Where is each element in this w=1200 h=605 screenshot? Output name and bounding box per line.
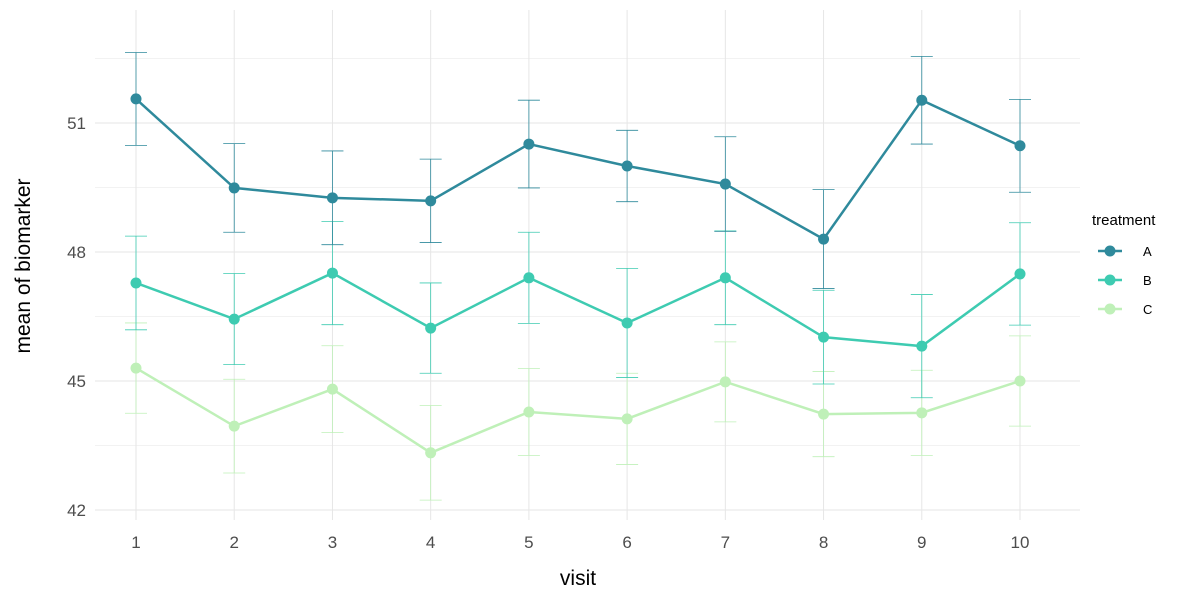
data-point	[916, 340, 928, 352]
legend-label: A	[1143, 244, 1152, 259]
x-axis-ticks: 1 2 3 4 5 6 7 8 9 10	[131, 533, 1029, 552]
data-point	[818, 408, 830, 420]
data-point	[326, 383, 338, 395]
x-tick-label: 5	[524, 533, 533, 552]
legend-title: treatment	[1092, 212, 1156, 229]
data-point	[818, 233, 830, 245]
y-tick-label: 48	[67, 243, 86, 262]
legend-key-point	[1104, 245, 1116, 257]
x-tick-label: 9	[917, 533, 926, 552]
x-tick-label: 8	[819, 533, 828, 552]
data-point	[916, 94, 928, 106]
x-tick-label: 10	[1011, 533, 1030, 552]
series-line	[135, 367, 1021, 455]
series-B	[125, 221, 1031, 399]
data-point	[1014, 140, 1026, 152]
legend-label: C	[1143, 302, 1152, 317]
data-point	[228, 182, 240, 194]
data-point	[425, 322, 437, 334]
series-A	[125, 52, 1031, 289]
y-axis-label: mean of biomarker	[12, 178, 35, 353]
legend: treatment ABC	[1092, 212, 1156, 317]
y-tick-label: 51	[67, 114, 86, 133]
data-point	[523, 406, 535, 418]
data-point	[719, 272, 731, 284]
grid	[95, 10, 1080, 520]
data-point	[818, 331, 830, 343]
data-point	[425, 195, 437, 207]
x-tick-label: 2	[229, 533, 238, 552]
data-point	[228, 420, 240, 432]
y-tick-label: 42	[67, 501, 86, 520]
data-point	[621, 413, 633, 425]
data-point	[326, 192, 338, 204]
x-axis-label: visit	[560, 567, 596, 590]
data-point	[1014, 375, 1026, 387]
data-point	[326, 267, 338, 279]
data-point	[1014, 268, 1026, 280]
data-point	[130, 93, 142, 105]
x-tick-label: 4	[426, 533, 435, 552]
y-tick-label: 45	[67, 372, 86, 391]
x-tick-label: 6	[622, 533, 631, 552]
data-point	[425, 447, 437, 459]
data-point	[621, 160, 633, 172]
data-point	[621, 317, 633, 329]
data-point	[523, 138, 535, 150]
data-point	[523, 272, 535, 284]
legend-key-point	[1104, 274, 1116, 286]
data-point	[228, 313, 240, 325]
data-point	[130, 277, 142, 289]
x-tick-label: 1	[131, 533, 140, 552]
legend-key-point	[1104, 303, 1116, 315]
legend-label: B	[1143, 273, 1152, 288]
data-point	[719, 376, 731, 388]
series-C	[125, 322, 1031, 501]
series-layer	[125, 52, 1031, 501]
y-axis-ticks: 42 45 48 51	[67, 114, 86, 520]
data-point	[719, 178, 731, 190]
series-line	[135, 271, 1021, 348]
x-tick-label: 7	[721, 533, 730, 552]
data-point	[916, 407, 928, 419]
x-tick-label: 3	[328, 533, 337, 552]
data-point	[130, 362, 142, 374]
series-line	[135, 97, 1021, 241]
